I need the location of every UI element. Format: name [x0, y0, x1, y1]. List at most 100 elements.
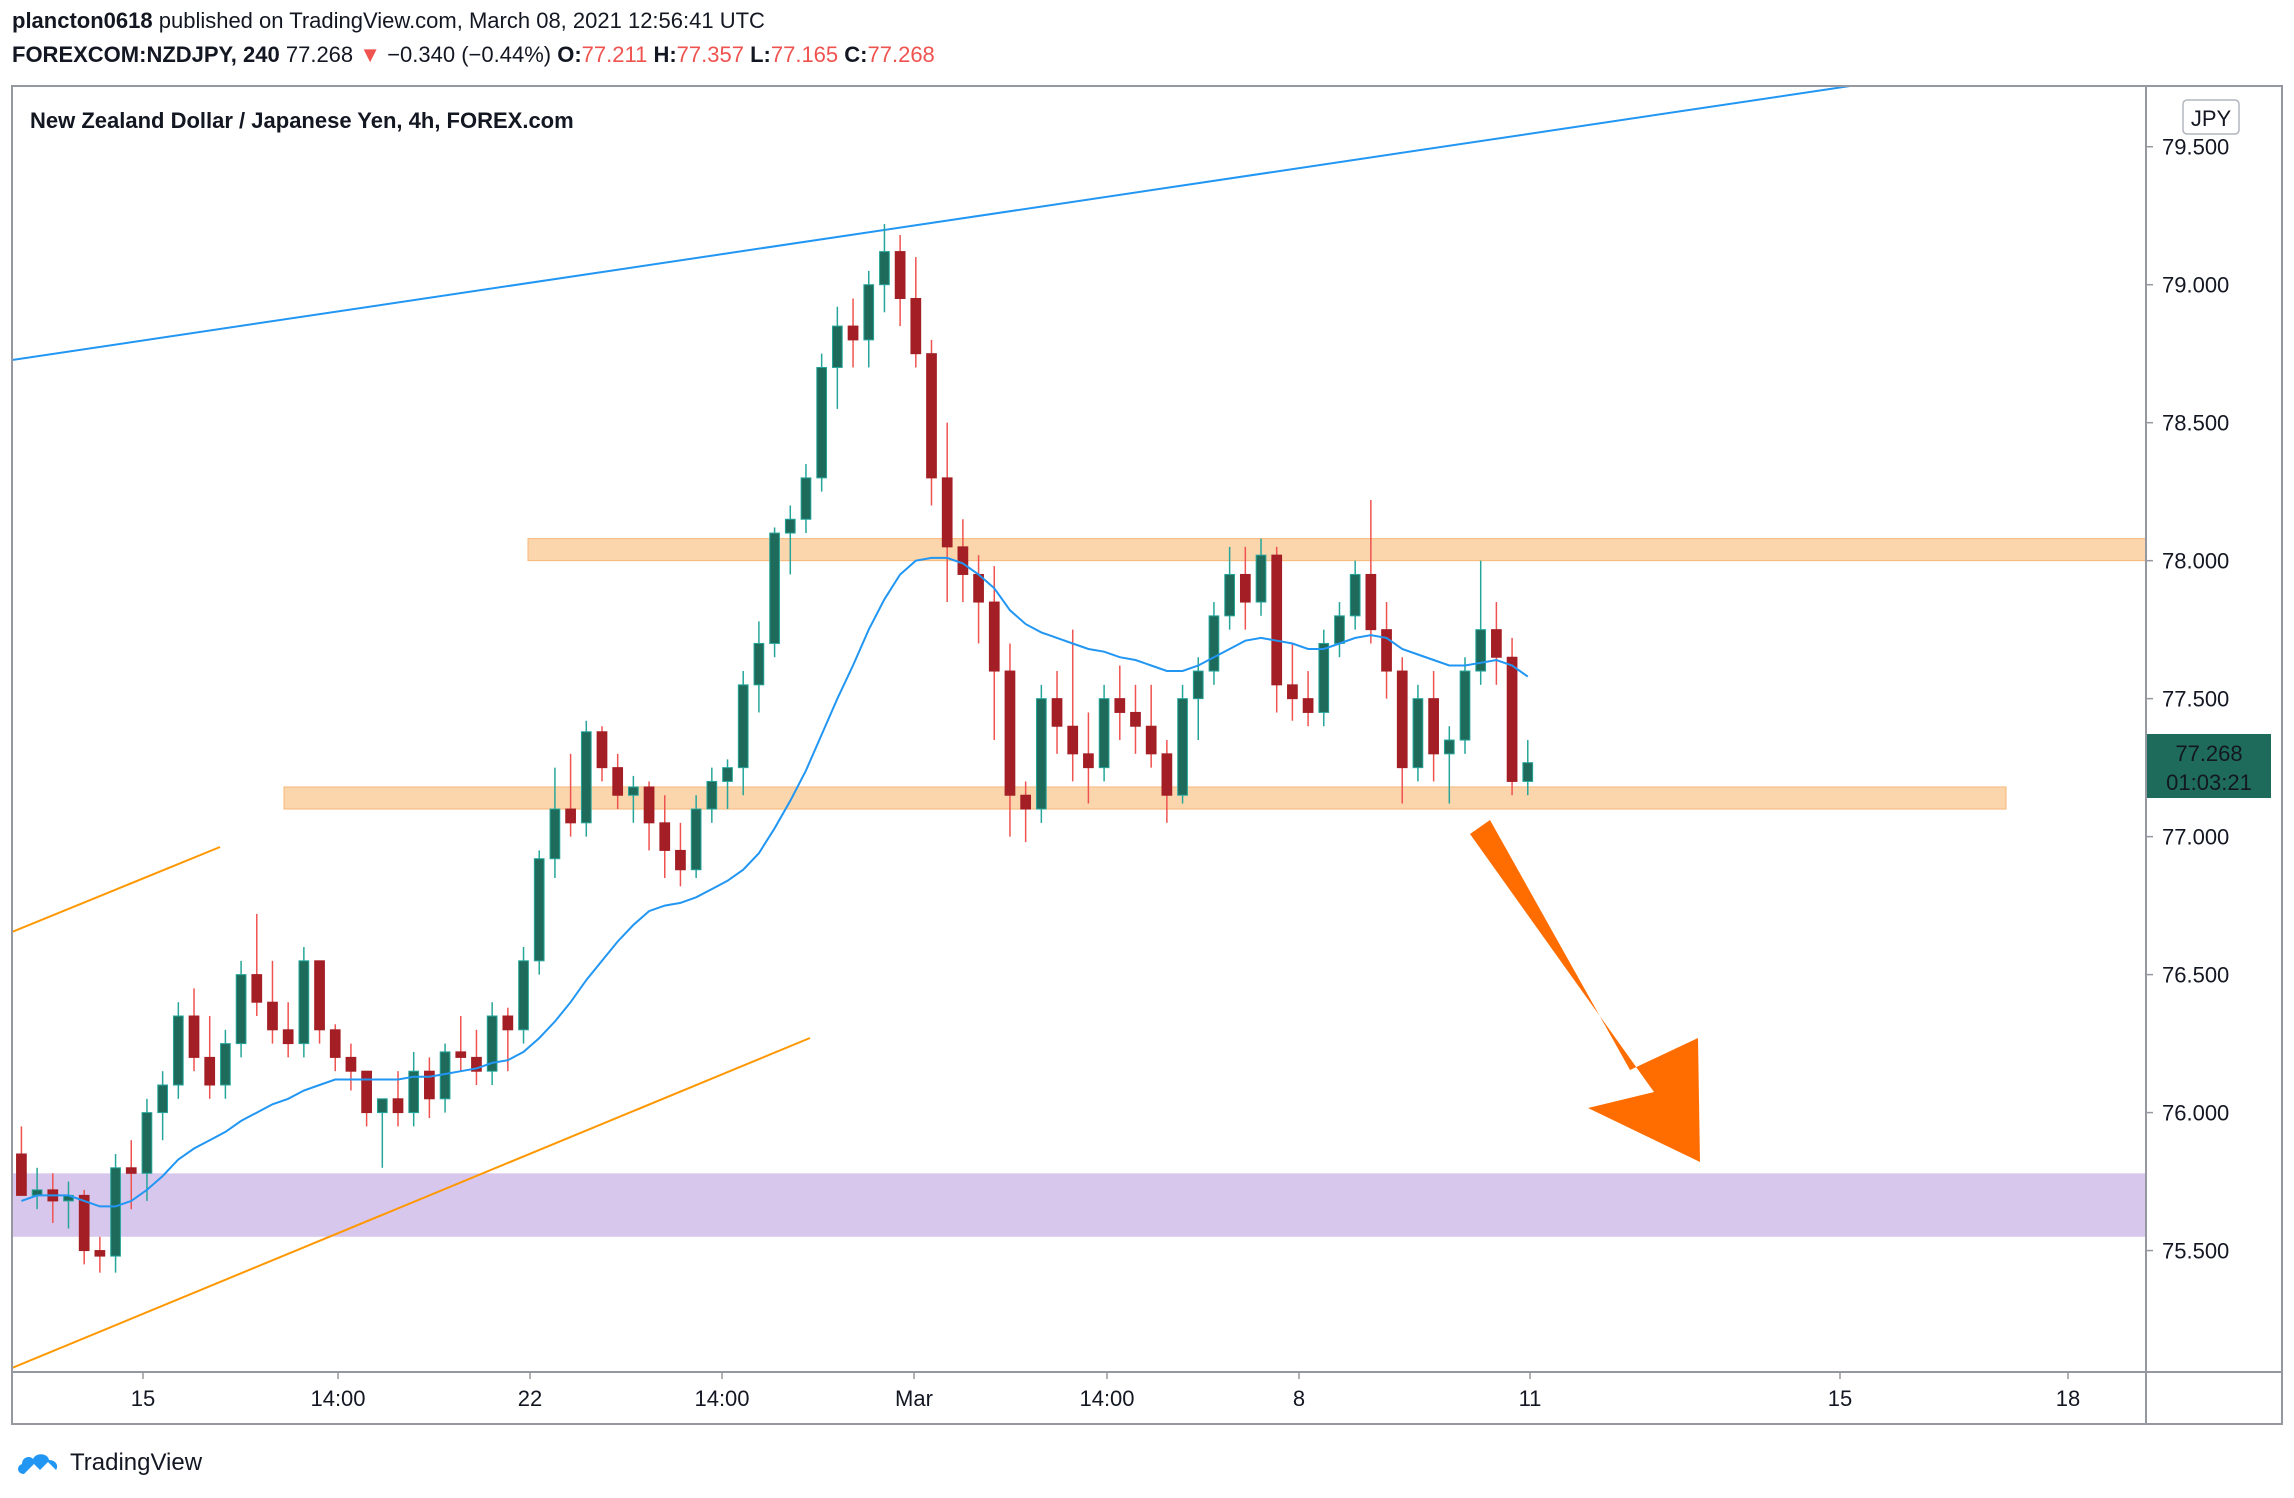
candle — [16, 1126, 27, 1196]
chart-title: New Zealand Dollar / Japanese Yen, 4h, F… — [30, 108, 574, 133]
target-zone[interactable] — [12, 1173, 2146, 1237]
tradingview-cloud-icon — [18, 1454, 58, 1474]
y-tick-label: 79.000 — [2162, 273, 2229, 298]
x-tick-label: 14:00 — [694, 1386, 749, 1411]
candle — [533, 850, 545, 975]
channel-lower-line[interactable] — [12, 1037, 811, 1369]
candle — [831, 306, 843, 409]
candle — [1302, 671, 1314, 727]
publish-info: plancton0618 published on TradingView.co… — [12, 8, 765, 34]
candle — [220, 1029, 231, 1099]
channel-upper-line[interactable] — [12, 846, 221, 933]
candle — [518, 947, 529, 1044]
candle — [78, 1189, 90, 1265]
published-text: published on TradingView.com, March 08, … — [158, 8, 765, 33]
candle — [267, 960, 278, 1044]
candle — [941, 422, 953, 603]
candle — [1271, 546, 1283, 713]
high-label: H: — [653, 42, 677, 67]
candle — [1098, 684, 1110, 782]
y-tick-label: 79.500 — [2162, 135, 2229, 160]
chart-frame — [11, 85, 2283, 1425]
candle — [659, 795, 671, 879]
x-tick-label: 14:00 — [310, 1386, 365, 1411]
candle — [1083, 712, 1094, 804]
x-tick-label: 11 — [1519, 1386, 1542, 1411]
candle — [769, 527, 780, 658]
candle — [1035, 684, 1047, 823]
candle — [1208, 602, 1220, 685]
tradingview-logo[interactable]: TradingView — [14, 1448, 202, 1478]
candle — [1318, 629, 1330, 727]
candle — [1051, 671, 1063, 754]
svg-text:77.268: 77.268 — [2175, 741, 2242, 766]
candle — [706, 767, 718, 823]
candle — [1443, 726, 1455, 804]
candle — [910, 257, 922, 368]
candle — [188, 988, 200, 1072]
candle — [376, 1098, 388, 1168]
open-label: O: — [557, 42, 582, 67]
x-tick-label: Mar — [895, 1386, 933, 1411]
candle — [926, 339, 937, 506]
svg-text:JPY: JPY — [2191, 106, 2232, 131]
candle — [1381, 602, 1392, 699]
currency-label[interactable]: JPY — [2182, 99, 2240, 135]
close-value: 77.268 — [867, 42, 935, 67]
x-tick-label: 14:00 — [1079, 1386, 1134, 1411]
upper-trendline[interactable] — [12, 86, 1851, 361]
candle — [424, 1057, 435, 1119]
x-tick-label: 15 — [131, 1386, 155, 1411]
candle — [439, 1043, 451, 1113]
candle — [988, 566, 1000, 741]
y-tick-label: 78.000 — [2162, 549, 2229, 574]
candle — [1020, 781, 1032, 843]
candle — [235, 960, 247, 1058]
author-link[interactable]: plancton0618 — [12, 8, 153, 33]
y-tick-label: 75.500 — [2162, 1239, 2229, 1264]
candle — [408, 1051, 420, 1127]
symbol-info: FOREXCOM:NZDJPY, 240 77.268 ▼ −0.340 (−0… — [12, 42, 935, 68]
candle — [1491, 602, 1502, 685]
candle — [863, 270, 875, 368]
candle — [1224, 546, 1235, 630]
candle — [1396, 657, 1408, 804]
x-tick-label: 8 — [1293, 1386, 1305, 1411]
candle — [1459, 657, 1471, 754]
candle — [1239, 546, 1251, 630]
candle — [1287, 643, 1298, 721]
candle — [1192, 657, 1204, 741]
candle — [596, 726, 608, 782]
candle — [251, 913, 263, 1017]
high-value: 77.357 — [676, 42, 744, 67]
resistance-zone[interactable] — [527, 538, 2146, 562]
candle — [722, 759, 733, 810]
candle — [643, 781, 655, 851]
candle — [816, 353, 828, 492]
candle — [549, 767, 561, 879]
candle — [1475, 560, 1487, 685]
candle — [580, 720, 592, 837]
candle — [314, 960, 325, 1044]
candle — [847, 298, 859, 368]
candle — [1114, 665, 1126, 741]
low-value: 77.165 — [770, 42, 839, 67]
candle — [565, 753, 576, 837]
candle — [675, 822, 686, 887]
candle — [455, 1016, 467, 1072]
candle — [690, 795, 702, 879]
symbol-label: FOREXCOM:NZDJPY, 240 — [12, 42, 280, 67]
candle — [1130, 684, 1141, 754]
low-label: L: — [750, 42, 771, 67]
candle — [345, 1043, 357, 1091]
y-tick-label: 76.000 — [2162, 1101, 2229, 1126]
candle — [1412, 684, 1424, 782]
candle — [1334, 602, 1345, 658]
candle — [1004, 643, 1016, 837]
support-zone[interactable] — [283, 786, 2007, 810]
candle — [1177, 684, 1188, 804]
candle — [141, 1098, 153, 1201]
candle — [1506, 637, 1518, 796]
down-arrow-icon[interactable] — [1470, 820, 1700, 1162]
